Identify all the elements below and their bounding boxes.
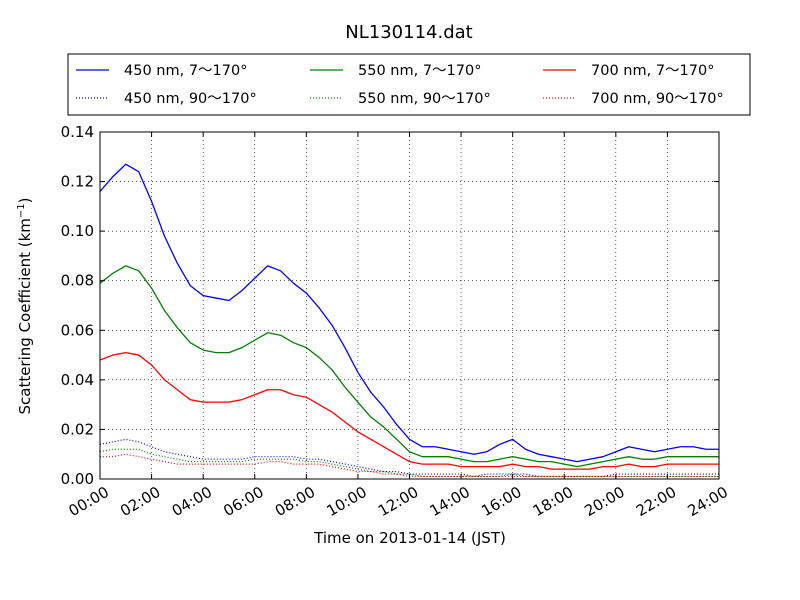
y-axis-label-superscript: −1 [16, 203, 27, 218]
x-axis-label: Time on 2013-01-14 (JST) [313, 529, 506, 547]
legend-label: 550 nm, 90～170° [358, 91, 491, 107]
chart-title: NL130114.dat [345, 22, 472, 43]
legend-label: 550 nm, 7～170° [358, 63, 481, 79]
series-line [99, 448, 719, 478]
y-tick-label: 0.14 [61, 123, 94, 141]
ticks [99, 131, 720, 480]
legend-label: 450 nm, 90～170° [124, 91, 257, 107]
series-line [99, 265, 719, 468]
legend: 450 nm, 7～170° 550 nm, 7～170° 700 nm, 7～17… [67, 53, 751, 116]
y-axis-label-main: Scattering Coefficient (km [16, 218, 34, 414]
y-axis-label-suffix: ) [16, 197, 34, 203]
y-tick-label: 0.10 [61, 222, 94, 240]
legend-label: 700 nm, 90～170° [591, 91, 724, 107]
y-tick-label: 0.08 [61, 272, 94, 290]
legend-label: 700 nm, 7～170° [591, 63, 714, 79]
y-tick-label: 0.00 [61, 470, 94, 488]
series-line [99, 163, 719, 463]
series-line [99, 351, 719, 470]
y-axis-label: Scattering Coefficient (km−1) [16, 197, 34, 414]
legend-label: 450 nm, 7～170° [124, 63, 247, 79]
y-tick-label: 0.12 [61, 173, 94, 191]
y-tick-label: 0.06 [61, 321, 94, 339]
y-tick-labels: 0.00 0.02 0.04 0.06 0.08 0.10 0.12 0.14 [61, 123, 94, 488]
y-tick-label: 0.04 [61, 371, 94, 389]
legend-box [67, 53, 751, 116]
y-tick-label: 0.02 [61, 420, 94, 438]
